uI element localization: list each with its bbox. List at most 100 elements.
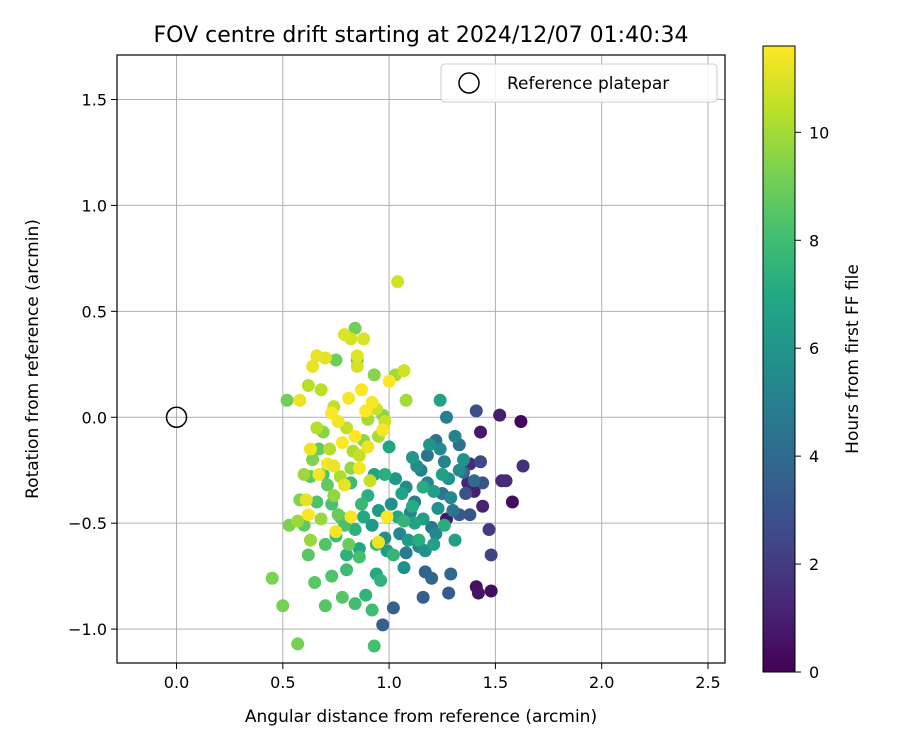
data-point [327,459,341,473]
data-point [448,429,462,443]
colorbar-label: Hours from first FF file [843,264,863,454]
data-point [352,550,366,564]
data-point [405,451,419,465]
y-tick-label: 0.0 [82,408,107,427]
x-axis-label: Angular distance from reference (arcmin) [245,707,597,727]
data-point [471,586,485,600]
data-point [467,474,481,488]
data-point [416,480,430,494]
data-point [469,404,483,418]
data-point [301,378,315,392]
data-point [444,491,458,505]
data-point [429,527,443,541]
data-point [301,508,315,522]
data-point [399,393,413,407]
data-point [352,461,366,475]
data-point [320,478,334,492]
data-point [340,563,354,577]
data-point [325,569,339,583]
colorbar [762,45,796,673]
data-point [299,493,313,507]
data-point [359,404,373,418]
data-point [437,518,451,532]
data-point [442,586,456,600]
data-point [348,597,362,611]
data-point [425,571,439,585]
data-point [293,393,307,407]
data-point [431,501,445,515]
data-point [291,637,305,651]
data-point [416,590,430,604]
chart-title: FOV centre drift starting at 2024/12/07 … [154,23,689,48]
data-point [340,548,354,562]
data-point [399,546,413,560]
colorbar-tick-label: 2 [809,555,819,574]
data-point [440,410,454,424]
data-point [374,573,388,587]
data-point [337,478,351,492]
y-tick-label: −0.5 [68,514,107,533]
data-point [405,499,419,513]
data-point [325,406,339,420]
x-tick-label: 0.5 [270,673,295,692]
data-point [348,321,362,335]
colorbar-ticks: 0 2 4 6 8 10 [795,123,829,682]
data-point [382,374,396,388]
data-point [342,391,356,405]
data-points [265,275,530,653]
colorbar-tick-label: 0 [809,663,819,682]
data-point [444,567,458,581]
data-point [386,548,400,562]
data-point [401,533,415,547]
grid-lines [117,55,725,663]
reference-platepar-marker [165,406,188,429]
colorbar-tick-label: 4 [809,447,819,466]
y-axis-ticks: −1.0 −0.5 0.0 0.5 1.0 1.5 [68,90,117,639]
y-tick-label: 1.0 [82,196,107,215]
legend-open-circle-icon [458,72,480,94]
data-point [337,328,351,342]
data-point [331,508,345,522]
data-point [395,487,409,501]
data-point [448,533,462,547]
data-point [350,359,364,373]
data-point [435,467,449,481]
data-point [514,414,528,428]
data-point [314,383,328,397]
data-point [384,497,398,511]
data-point [484,584,498,598]
data-point [423,438,437,452]
data-point [363,474,377,488]
data-point [376,423,390,437]
data-point [408,516,422,530]
data-point [397,514,411,528]
data-point [348,429,362,443]
reference-marker-layer [165,406,188,429]
data-point [365,518,379,532]
data-point [361,440,375,454]
data-point [474,455,488,469]
data-point [427,537,441,551]
x-tick-label: 2.0 [589,673,614,692]
data-point [308,575,322,589]
data-point [335,436,349,450]
x-tick-label: 0.0 [164,673,189,692]
x-tick-label: 1.0 [376,673,401,692]
data-point [391,275,405,289]
data-point [446,503,460,517]
x-tick-label: 1.5 [483,673,508,692]
data-point [412,533,426,547]
data-point [357,510,371,524]
data-point [352,448,366,462]
data-point [342,537,356,551]
data-point [516,459,530,473]
data-point [397,364,411,378]
data-point [310,495,324,509]
data-point [348,523,362,537]
data-point [493,408,507,422]
data-point [323,442,337,456]
data-point [329,353,343,367]
data-point [367,368,381,382]
data-point [474,425,488,439]
data-point [420,448,434,462]
